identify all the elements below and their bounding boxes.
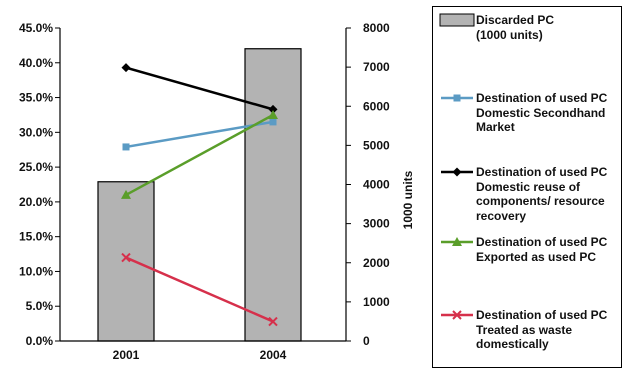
right-tick-label: 4000 [363, 178, 390, 192]
legend-symbol [439, 13, 475, 27]
legend-label-line: Destination of used PC [476, 235, 608, 249]
right-tick-label: 2000 [363, 256, 390, 270]
series-4-point-2004 [268, 316, 278, 327]
series-line-4 [125, 256, 274, 323]
series-4-point-2001 [121, 252, 131, 263]
legend-label: Destination of used PC Domestic reuse of c… [476, 165, 624, 223]
legend-symbol [441, 94, 473, 102]
x-tick-label: 2001 [113, 348, 140, 362]
legend-label-line: Destination of used PC [476, 91, 608, 105]
legend-label-line: recovery [476, 208, 527, 223]
legend-label-line: Discarded PC [476, 13, 555, 27]
legend-label: Destination of used PC Domestic Secondhan… [476, 91, 624, 135]
legend-label: Discarded PC (1000 units) [476, 13, 624, 42]
legend-label-line: Destination of used PC [476, 165, 608, 179]
legend-symbol [441, 167, 473, 177]
bar-discarded-pc-2001 [97, 181, 155, 342]
left-tick-label: 20.0% [19, 195, 53, 209]
series-line-1 [125, 120, 274, 149]
series-1-point-2001 [122, 143, 130, 151]
right-axis-label: 1000 units [401, 170, 415, 229]
left-tick-label: 40.0% [19, 56, 53, 70]
left-tick-label: 25.0% [19, 160, 53, 174]
left-tick-label: 45.0% [19, 21, 53, 35]
legend-label: Destination of used PC Treated as waste do… [476, 308, 624, 352]
legend-label-line: domestically [476, 337, 549, 351]
legend-label-line: Domestic reuse of [476, 179, 581, 194]
series-3-point-2004 [268, 109, 278, 119]
left-tick-label: 15.0% [19, 230, 53, 244]
legend-label-line: Exported as used PC [476, 249, 597, 264]
legend: Discarded PC (1000 units) Destination of u… [432, 6, 622, 368]
right-tick-label: 5000 [363, 138, 390, 152]
series-1-point-2004 [269, 118, 277, 126]
left-tick-label: 30.0% [19, 125, 53, 139]
legend-label-line: Market [476, 120, 515, 134]
right-tick-label: 8000 [363, 21, 390, 35]
x-tick-label: 2004 [260, 348, 287, 362]
left-tick-label: 0.0% [26, 334, 54, 348]
series-line-2 [125, 66, 274, 111]
bar-discarded-pc-2004 [244, 48, 302, 342]
legend-label-line: components/ resource [476, 194, 605, 208]
legend-label-line: Domestic Secondhand [476, 105, 606, 120]
right-tick-label: 0 [363, 334, 370, 348]
right-tick-label: 7000 [363, 60, 390, 74]
legend-symbol [441, 237, 473, 246]
right-tick-label: 6000 [363, 99, 390, 113]
series-3-point-2001 [121, 189, 131, 199]
right-tick-label: 3000 [363, 217, 390, 231]
series-2-point-2004 [268, 104, 278, 114]
legend-label-line: (1000 units) [476, 27, 543, 42]
legend-label: Destination of used PC Exported as used P… [476, 235, 624, 264]
legend-label-line: Destination of used PC [476, 308, 608, 322]
legend-symbol [441, 310, 473, 320]
series-2-point-2001 [121, 63, 131, 73]
left-tick-label: 10.0% [19, 264, 53, 278]
left-tick-label: 5.0% [26, 299, 54, 313]
legend-label-line: Treated as waste [476, 322, 573, 337]
left-tick-label: 35.0% [19, 91, 53, 105]
right-tick-label: 1000 [363, 295, 390, 309]
series-line-3 [125, 113, 274, 197]
